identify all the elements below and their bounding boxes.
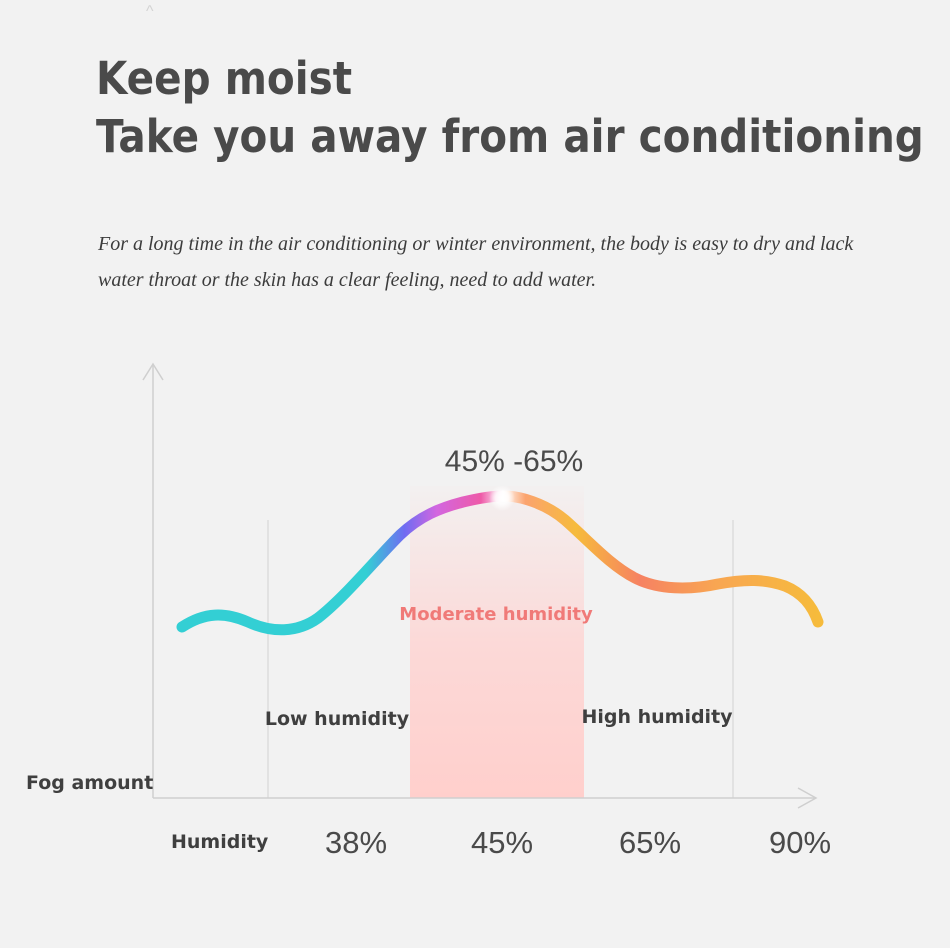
x-axis-label: Humidity xyxy=(171,831,269,853)
x-tick-65: 65% xyxy=(619,825,681,860)
headline-line-1: Keep moist xyxy=(96,52,353,105)
x-tick-90: 90% xyxy=(769,825,831,860)
x-axis-arrow-icon xyxy=(797,787,818,809)
peak-glow xyxy=(489,485,515,511)
x-tick-45: 45% xyxy=(471,825,533,860)
moderate-humidity-band xyxy=(410,486,584,798)
y-axis-arrow-icon xyxy=(142,362,164,381)
zone-label-low: Low humidity xyxy=(265,708,410,730)
top-arrow-icon: ^ xyxy=(146,3,154,20)
zone-label-moderate: Moderate humidity xyxy=(399,604,593,625)
headline-line-2: Take you away from air conditioning xyxy=(96,110,924,163)
headline: Keep moist Take you away from air condit… xyxy=(96,50,924,166)
x-tick-38: 38% xyxy=(325,825,387,860)
y-axis-label: Fog amount xyxy=(26,772,153,794)
peak-label: 45% -65% xyxy=(445,445,583,478)
humidity-fog-chart: 45% -65% Moderate humidity Low humidity … xyxy=(26,362,831,860)
description-text: For a long time in the air conditioning … xyxy=(98,233,854,291)
zone-label-high: High humidity xyxy=(581,706,733,728)
